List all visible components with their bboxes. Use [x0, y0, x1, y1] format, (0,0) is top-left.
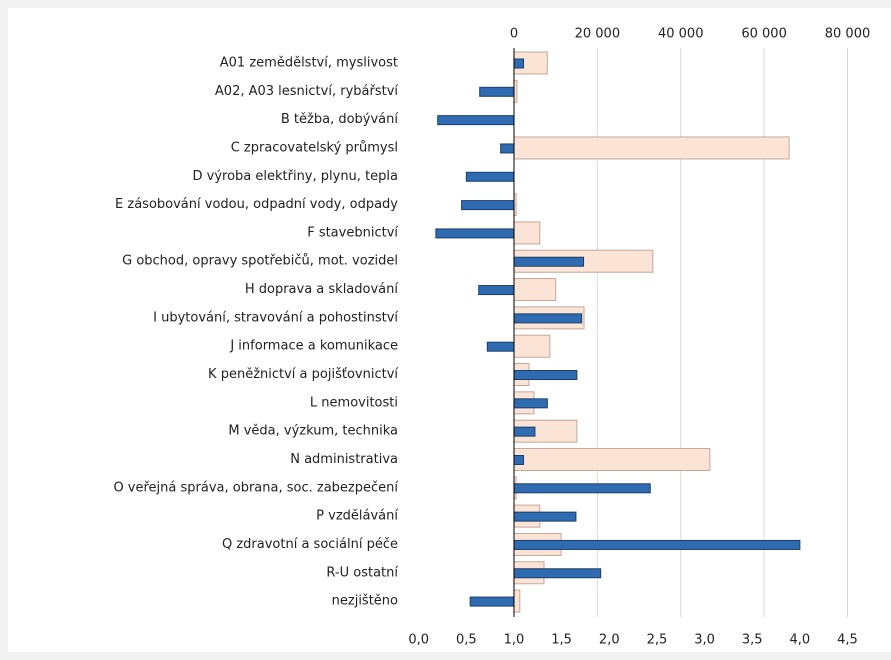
chart-area [8, 8, 891, 652]
bar [513, 426, 536, 437]
bar [500, 143, 515, 154]
bar [513, 483, 651, 494]
category-label: G obchod, opravy spotřebičů, mot. vozide… [122, 254, 398, 269]
x2-tick-label: 20 000 [575, 27, 621, 42]
category-label: M věda, výzkum, technika [228, 424, 398, 439]
x-tick-label: 1,5 [551, 633, 572, 648]
category-label: F stavebnictví [307, 225, 398, 240]
bar [513, 58, 525, 69]
category-label: I ubytování, stravování a pohostinství [153, 310, 398, 325]
bar [461, 200, 515, 211]
category-label: J informace a komunikace [229, 339, 398, 354]
x-tick-label: 4,0 [790, 633, 811, 648]
x2-tick-label: 40 000 [658, 27, 704, 42]
bar [513, 278, 557, 302]
x-tick-label: 2,5 [647, 633, 668, 648]
category-label: B těžba, dobývání [281, 112, 399, 127]
x-tick-label: 0,5 [456, 633, 477, 648]
category-label: nezjištěno [332, 594, 398, 609]
x-tick-label: 3,0 [694, 633, 715, 648]
category-label: H doprava a skladování [245, 282, 399, 297]
category-label: E zásobování vodou, odpadní vody, odpady [115, 197, 398, 212]
category-label: K peněžnictví a pojišťovnictví [208, 367, 398, 382]
x2-tick-label: 80 000 [825, 27, 871, 42]
bar [513, 136, 790, 160]
bar [486, 341, 515, 352]
x2-tick-label: 60 000 [741, 27, 787, 42]
category-label: D výroba elektřiny, plynu, tepla [192, 169, 398, 184]
bar [513, 398, 548, 409]
category-label: A01 zemědělství, myslivost [220, 56, 398, 71]
category-label: N administrativa [290, 452, 398, 467]
x-tick-label: 4,5 [837, 633, 858, 648]
category-label: P vzdělávání [316, 509, 398, 524]
bar [479, 86, 515, 97]
bar [513, 511, 577, 522]
category-label: C zpracovatelský průmysl [231, 140, 398, 155]
bar [513, 313, 583, 324]
bar [513, 454, 525, 465]
bar [513, 589, 521, 613]
category-label: R-U ostatní [326, 565, 398, 580]
bar [465, 171, 515, 182]
x-tick-label: 3,5 [742, 633, 763, 648]
bar [478, 285, 515, 296]
bar [513, 334, 551, 358]
x-tick-label: 0,0 [408, 633, 429, 648]
category-label: A02, A03 lesnictví, rybářství [215, 84, 398, 99]
bar [513, 568, 602, 579]
x-tick-label: 2,0 [599, 633, 620, 648]
bar [513, 370, 578, 381]
category-label: O veřejná správa, obrana, soc. zabezpeče… [113, 480, 398, 495]
bar [513, 256, 585, 267]
bar [513, 221, 541, 245]
bar [435, 228, 515, 239]
bar [437, 115, 515, 126]
x-tick-label: 1,0 [504, 633, 525, 648]
bar [469, 596, 515, 607]
x2-tick-label: 0 [510, 27, 518, 42]
category-label: L nemovitosti [310, 395, 398, 410]
bar [513, 539, 801, 550]
category-label: Q zdravotní a sociální péče [222, 537, 398, 552]
bar [513, 447, 711, 471]
